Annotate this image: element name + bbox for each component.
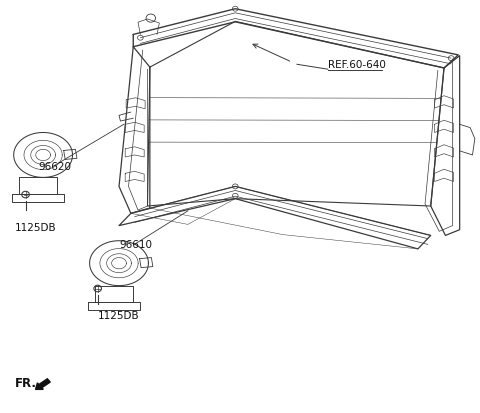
FancyArrow shape: [36, 379, 50, 389]
Text: 96610: 96610: [119, 239, 152, 249]
Text: 96620: 96620: [38, 162, 72, 172]
Text: 1125DB: 1125DB: [97, 311, 139, 320]
Text: FR.: FR.: [14, 376, 36, 389]
Text: 1125DB: 1125DB: [14, 223, 56, 233]
Text: REF.60-640: REF.60-640: [328, 60, 385, 70]
